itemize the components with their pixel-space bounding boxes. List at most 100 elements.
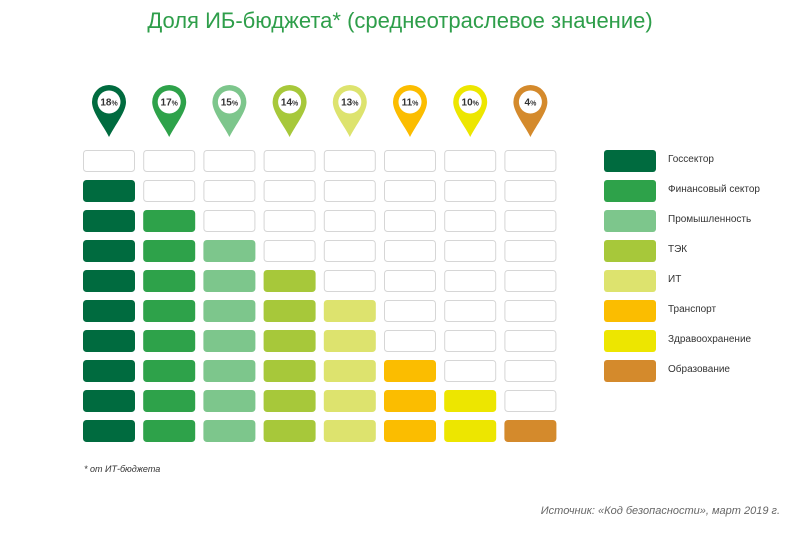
data-label: 4% — [525, 98, 538, 109]
bar-cell — [143, 360, 196, 382]
empty-cell — [143, 150, 196, 172]
bar-cell — [143, 330, 196, 352]
legend-swatch — [604, 180, 656, 202]
value-pin: 10% — [453, 85, 488, 137]
value-pin: 14% — [272, 85, 307, 137]
legend-label: Финансовый сектор — [668, 184, 760, 195]
empty-cell — [444, 300, 497, 322]
empty-cell — [384, 180, 436, 202]
empty-cell — [203, 210, 256, 232]
bar-cell — [83, 420, 135, 442]
bar-cell — [263, 330, 316, 352]
empty-cell — [323, 270, 376, 292]
bar-cell — [83, 180, 135, 202]
pin-center — [338, 90, 362, 114]
empty-cell — [83, 150, 135, 172]
legend-item: Финансовый сектор — [604, 180, 794, 202]
data-label: 18% — [100, 98, 118, 109]
pin-center — [518, 90, 542, 114]
bar-cell — [83, 270, 135, 292]
pin-center — [97, 90, 121, 114]
legend-item: Промышленность — [604, 210, 794, 232]
legend-label: Образование — [668, 364, 730, 375]
legend-label: ИТ — [668, 274, 682, 285]
empty-cell — [444, 180, 497, 202]
empty-cell — [504, 390, 557, 412]
bar-cell — [143, 240, 196, 262]
bar-cell — [83, 210, 135, 232]
value-pin: 11% — [393, 85, 427, 137]
empty-cell — [444, 240, 497, 262]
bar-cell — [143, 300, 196, 322]
bar-cell — [203, 300, 256, 322]
empty-cell — [263, 150, 316, 172]
legend-swatch — [604, 330, 656, 352]
bar-cell — [203, 360, 256, 382]
legend-swatch — [604, 270, 656, 292]
bar-cell — [143, 390, 196, 412]
bar-cell — [323, 360, 376, 382]
bar-cell — [143, 210, 196, 232]
bar-cell — [323, 330, 376, 352]
legend-item: Здравоохранение — [604, 330, 794, 352]
empty-cell — [504, 150, 557, 172]
bar-cell — [203, 330, 256, 352]
bar-cell — [83, 360, 135, 382]
empty-cell — [444, 210, 497, 232]
bar-cell — [384, 420, 436, 442]
legend-item: ТЭК — [604, 240, 794, 262]
bar-cell — [203, 390, 256, 412]
data-label: 17% — [161, 98, 179, 109]
empty-cell — [504, 210, 557, 232]
legend-swatch — [604, 300, 656, 322]
bar-cell — [384, 360, 436, 382]
bar-cell — [83, 330, 135, 352]
empty-cell — [323, 240, 376, 262]
legend-swatch — [604, 150, 656, 172]
empty-cell — [504, 330, 557, 352]
empty-cell — [203, 180, 256, 202]
empty-cell — [504, 360, 557, 382]
empty-cell — [384, 150, 436, 172]
empty-cell — [384, 240, 436, 262]
legend-swatch — [604, 210, 656, 232]
value-pin: 17% — [152, 85, 187, 137]
bar-cell — [83, 300, 135, 322]
bar-cell — [263, 420, 316, 442]
empty-cell — [263, 180, 316, 202]
bar-cell — [263, 270, 316, 292]
bar-cell — [263, 300, 316, 322]
pin-center — [278, 90, 302, 114]
bar-cell — [83, 390, 135, 412]
data-label: 15% — [221, 98, 239, 109]
legend-label: Транспорт — [668, 304, 717, 315]
bar-cell — [444, 390, 497, 412]
data-label: 11% — [402, 98, 420, 109]
empty-cell — [263, 240, 316, 262]
bar-cell — [263, 360, 316, 382]
chart-title: Доля ИБ-бюджета* (среднеотраслевое значе… — [147, 8, 653, 33]
legend-item: Госсектор — [604, 150, 794, 172]
legend-label: Промышленность — [668, 214, 752, 225]
empty-cell — [384, 210, 436, 232]
bar-cell — [83, 240, 135, 262]
empty-cell — [384, 300, 436, 322]
value-pin: 18% — [92, 85, 126, 137]
empty-cell — [384, 330, 436, 352]
legend-label: Госсектор — [668, 154, 714, 165]
pin-center — [217, 90, 241, 114]
legend-item: ИТ — [604, 270, 794, 292]
bar-cell — [384, 390, 436, 412]
empty-cell — [384, 270, 436, 292]
empty-cell — [444, 270, 497, 292]
bar-cell — [323, 420, 376, 442]
bar-cell — [263, 390, 316, 412]
empty-cell — [263, 210, 316, 232]
empty-cell — [203, 150, 256, 172]
footnote: * от ИТ-бюджета — [84, 464, 161, 474]
empty-cell — [504, 270, 557, 292]
pin-center — [458, 90, 482, 114]
bar-cell — [143, 270, 196, 292]
legend-label: ТЭК — [668, 244, 688, 255]
